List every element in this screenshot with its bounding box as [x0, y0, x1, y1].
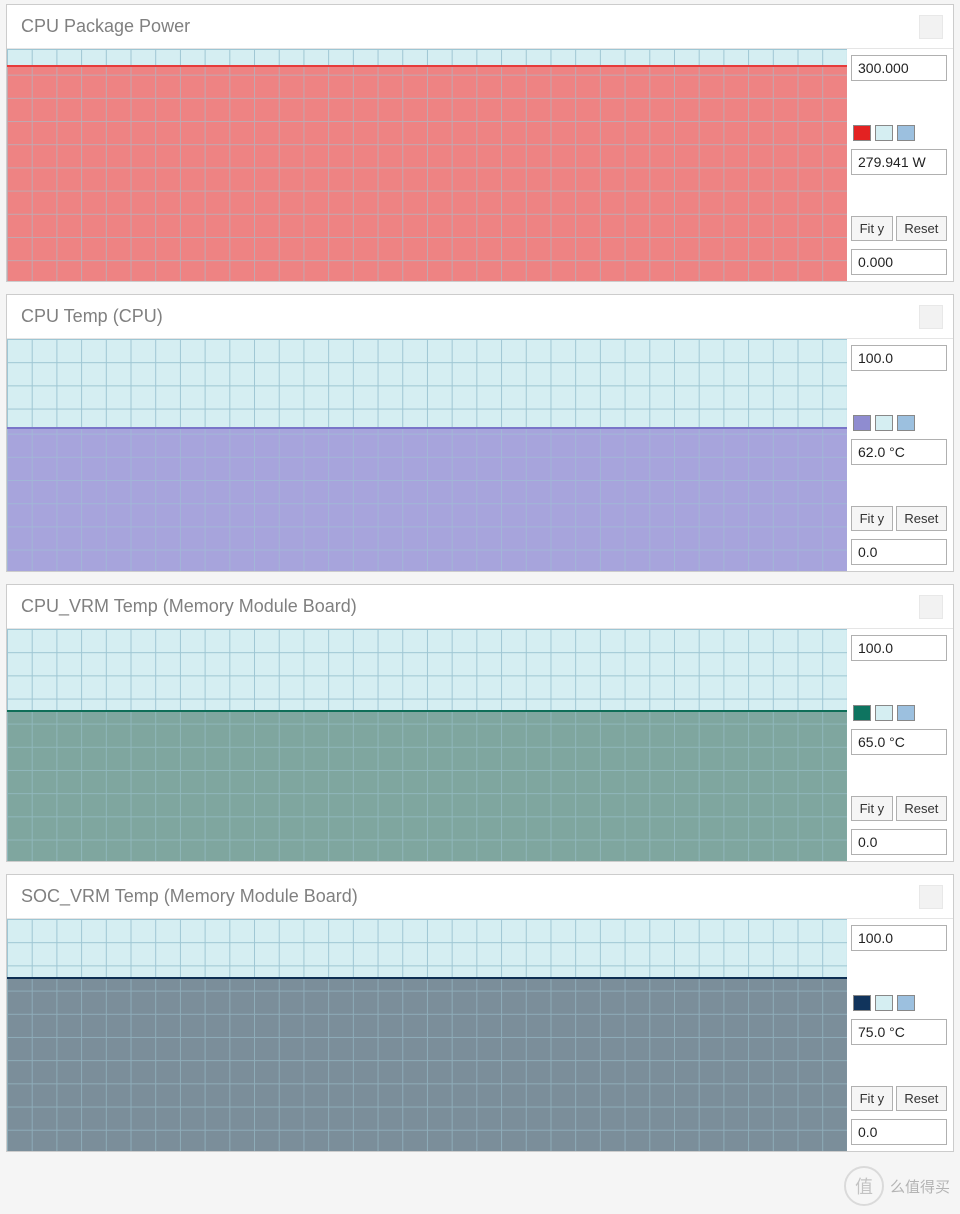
color-swatches [851, 703, 947, 721]
color-swatch[interactable] [853, 705, 871, 721]
current-value[interactable]: 279.941 W [851, 149, 947, 175]
reset-button[interactable]: Reset [896, 796, 947, 821]
panel-body: 300.000 279.941 W Fit y Reset 0.000 [7, 49, 953, 281]
panel-sidebar: 100.0 62.0 °C Fit y Reset 0.0 [847, 339, 953, 571]
current-value[interactable]: 62.0 °C [851, 439, 947, 465]
chart [7, 629, 847, 861]
min-value[interactable]: 0.0 [851, 1119, 947, 1145]
panel-body: 100.0 75.0 °C Fit y Reset 0.0 [7, 919, 953, 1151]
panel-sidebar: 100.0 75.0 °C Fit y Reset 0.0 [847, 919, 953, 1151]
button-row: Fit y Reset [851, 506, 947, 531]
panel-title: CPU Temp (CPU) [21, 306, 163, 327]
min-value[interactable]: 0.0 [851, 829, 947, 855]
sensor-panel-cpu-temp: CPU Temp (CPU) 100.0 62.0 °C [6, 294, 954, 572]
panel-body: 100.0 65.0 °C Fit y Reset 0.0 [7, 629, 953, 861]
panel-sidebar: 300.000 279.941 W Fit y Reset 0.000 [847, 49, 953, 281]
chart-area [7, 339, 847, 571]
chart [7, 919, 847, 1151]
watermark: 值 么值得买 [844, 1166, 950, 1206]
fit-y-button[interactable]: Fit y [851, 1086, 893, 1111]
chart-fill [7, 427, 847, 571]
current-value[interactable]: 65.0 °C [851, 729, 947, 755]
reset-button[interactable]: Reset [896, 1086, 947, 1111]
color-swatches [851, 993, 947, 1011]
chart-area [7, 629, 847, 861]
chart-fill [7, 710, 847, 861]
watermark-icon: 值 [844, 1166, 884, 1206]
color-swatch[interactable] [875, 705, 893, 721]
color-swatch[interactable] [853, 415, 871, 431]
chart [7, 339, 847, 571]
panel-header: CPU Package Power [7, 5, 953, 49]
chart-fill [7, 65, 847, 281]
close-icon[interactable] [919, 15, 943, 39]
close-icon[interactable] [919, 595, 943, 619]
close-icon[interactable] [919, 885, 943, 909]
watermark-text: 么值得买 [890, 1176, 950, 1197]
color-swatch[interactable] [897, 705, 915, 721]
color-swatch[interactable] [875, 125, 893, 141]
max-value[interactable]: 300.000 [851, 55, 947, 81]
max-value[interactable]: 100.0 [851, 345, 947, 371]
reset-button[interactable]: Reset [896, 216, 947, 241]
fit-y-button[interactable]: Fit y [851, 796, 893, 821]
min-value[interactable]: 0.0 [851, 539, 947, 565]
color-swatch[interactable] [897, 125, 915, 141]
max-value[interactable]: 100.0 [851, 925, 947, 951]
panel-sidebar: 100.0 65.0 °C Fit y Reset 0.0 [847, 629, 953, 861]
panel-body: 100.0 62.0 °C Fit y Reset 0.0 [7, 339, 953, 571]
color-swatch[interactable] [875, 995, 893, 1011]
chart-grid-over [7, 67, 847, 281]
chart-area [7, 919, 847, 1151]
color-swatch[interactable] [897, 995, 915, 1011]
fit-y-button[interactable]: Fit y [851, 506, 893, 531]
color-swatches [851, 123, 947, 141]
panel-title: SOC_VRM Temp (Memory Module Board) [21, 886, 358, 907]
close-icon[interactable] [919, 305, 943, 329]
panel-header: CPU Temp (CPU) [7, 295, 953, 339]
current-value[interactable]: 75.0 °C [851, 1019, 947, 1045]
chart-grid-over [7, 712, 847, 861]
panel-title: CPU Package Power [21, 16, 190, 37]
sensor-panel-soc-vrm-temp: SOC_VRM Temp (Memory Module Board) 100.0 [6, 874, 954, 1152]
max-value[interactable]: 100.0 [851, 635, 947, 661]
chart-grid-over [7, 979, 847, 1151]
min-value[interactable]: 0.000 [851, 249, 947, 275]
chart-area [7, 49, 847, 281]
color-swatches [851, 413, 947, 431]
color-swatch[interactable] [853, 125, 871, 141]
color-swatch[interactable] [853, 995, 871, 1011]
button-row: Fit y Reset [851, 796, 947, 821]
chart-grid-over [7, 429, 847, 571]
sensor-panel-cpu-power: CPU Package Power 300.000 279.941 W [6, 4, 954, 282]
panel-title: CPU_VRM Temp (Memory Module Board) [21, 596, 357, 617]
panel-header: CPU_VRM Temp (Memory Module Board) [7, 585, 953, 629]
color-swatch[interactable] [875, 415, 893, 431]
sensor-panel-cpu-vrm-temp: CPU_VRM Temp (Memory Module Board) 100.0 [6, 584, 954, 862]
panel-header: SOC_VRM Temp (Memory Module Board) [7, 875, 953, 919]
color-swatch[interactable] [897, 415, 915, 431]
button-row: Fit y Reset [851, 1086, 947, 1111]
chart [7, 49, 847, 281]
reset-button[interactable]: Reset [896, 506, 947, 531]
fit-y-button[interactable]: Fit y [851, 216, 893, 241]
button-row: Fit y Reset [851, 216, 947, 241]
chart-fill [7, 977, 847, 1151]
